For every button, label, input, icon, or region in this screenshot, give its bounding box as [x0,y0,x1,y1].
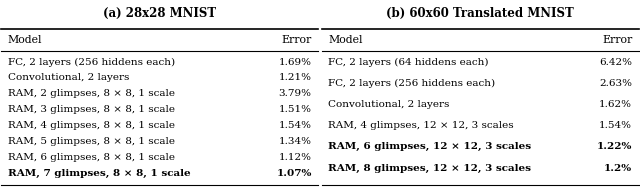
Text: RAM, 6 glimpses, 8 × 8, 1 scale: RAM, 6 glimpses, 8 × 8, 1 scale [8,153,175,162]
Text: RAM, 8 glimpses, 12 × 12, 3 scales: RAM, 8 glimpses, 12 × 12, 3 scales [328,164,531,173]
Text: RAM, 5 glimpses, 8 × 8, 1 scale: RAM, 5 glimpses, 8 × 8, 1 scale [8,137,175,146]
Text: FC, 2 layers (256 hiddens each): FC, 2 layers (256 hiddens each) [8,58,175,67]
Text: 1.21%: 1.21% [278,74,312,82]
Text: (a) 28x28 MNIST: (a) 28x28 MNIST [103,7,216,20]
Text: 1.07%: 1.07% [276,169,312,178]
Text: 2.63%: 2.63% [599,79,632,88]
Text: 1.54%: 1.54% [599,121,632,130]
Text: 1.12%: 1.12% [278,153,312,162]
Text: Model: Model [328,35,363,45]
Text: RAM, 3 glimpses, 8 × 8, 1 scale: RAM, 3 glimpses, 8 × 8, 1 scale [8,105,175,114]
Text: RAM, 4 glimpses, 12 × 12, 3 scales: RAM, 4 glimpses, 12 × 12, 3 scales [328,121,514,130]
Text: Convolutional, 2 layers: Convolutional, 2 layers [328,100,450,109]
Text: 1.34%: 1.34% [278,137,312,146]
Text: 1.54%: 1.54% [278,121,312,130]
Text: FC, 2 layers (64 hiddens each): FC, 2 layers (64 hiddens each) [328,58,489,67]
Text: 1.62%: 1.62% [599,100,632,109]
Text: 1.22%: 1.22% [597,142,632,151]
Text: 1.51%: 1.51% [278,105,312,114]
Text: 6.42%: 6.42% [599,58,632,66]
Text: (b) 60x60 Translated MNIST: (b) 60x60 Translated MNIST [387,7,574,20]
Text: 3.79%: 3.79% [278,89,312,98]
Text: Convolutional, 2 layers: Convolutional, 2 layers [8,74,129,82]
Text: FC, 2 layers (256 hiddens each): FC, 2 layers (256 hiddens each) [328,79,495,88]
Text: 1.2%: 1.2% [604,164,632,173]
Text: Error: Error [602,35,632,45]
Text: RAM, 6 glimpses, 12 × 12, 3 scales: RAM, 6 glimpses, 12 × 12, 3 scales [328,142,532,151]
Text: Model: Model [8,35,42,45]
Text: RAM, 2 glimpses, 8 × 8, 1 scale: RAM, 2 glimpses, 8 × 8, 1 scale [8,89,175,98]
Text: 1.69%: 1.69% [278,58,312,66]
Text: Error: Error [282,35,312,45]
Text: RAM, 7 glimpses, 8 × 8, 1 scale: RAM, 7 glimpses, 8 × 8, 1 scale [8,169,190,178]
Text: RAM, 4 glimpses, 8 × 8, 1 scale: RAM, 4 glimpses, 8 × 8, 1 scale [8,121,175,130]
